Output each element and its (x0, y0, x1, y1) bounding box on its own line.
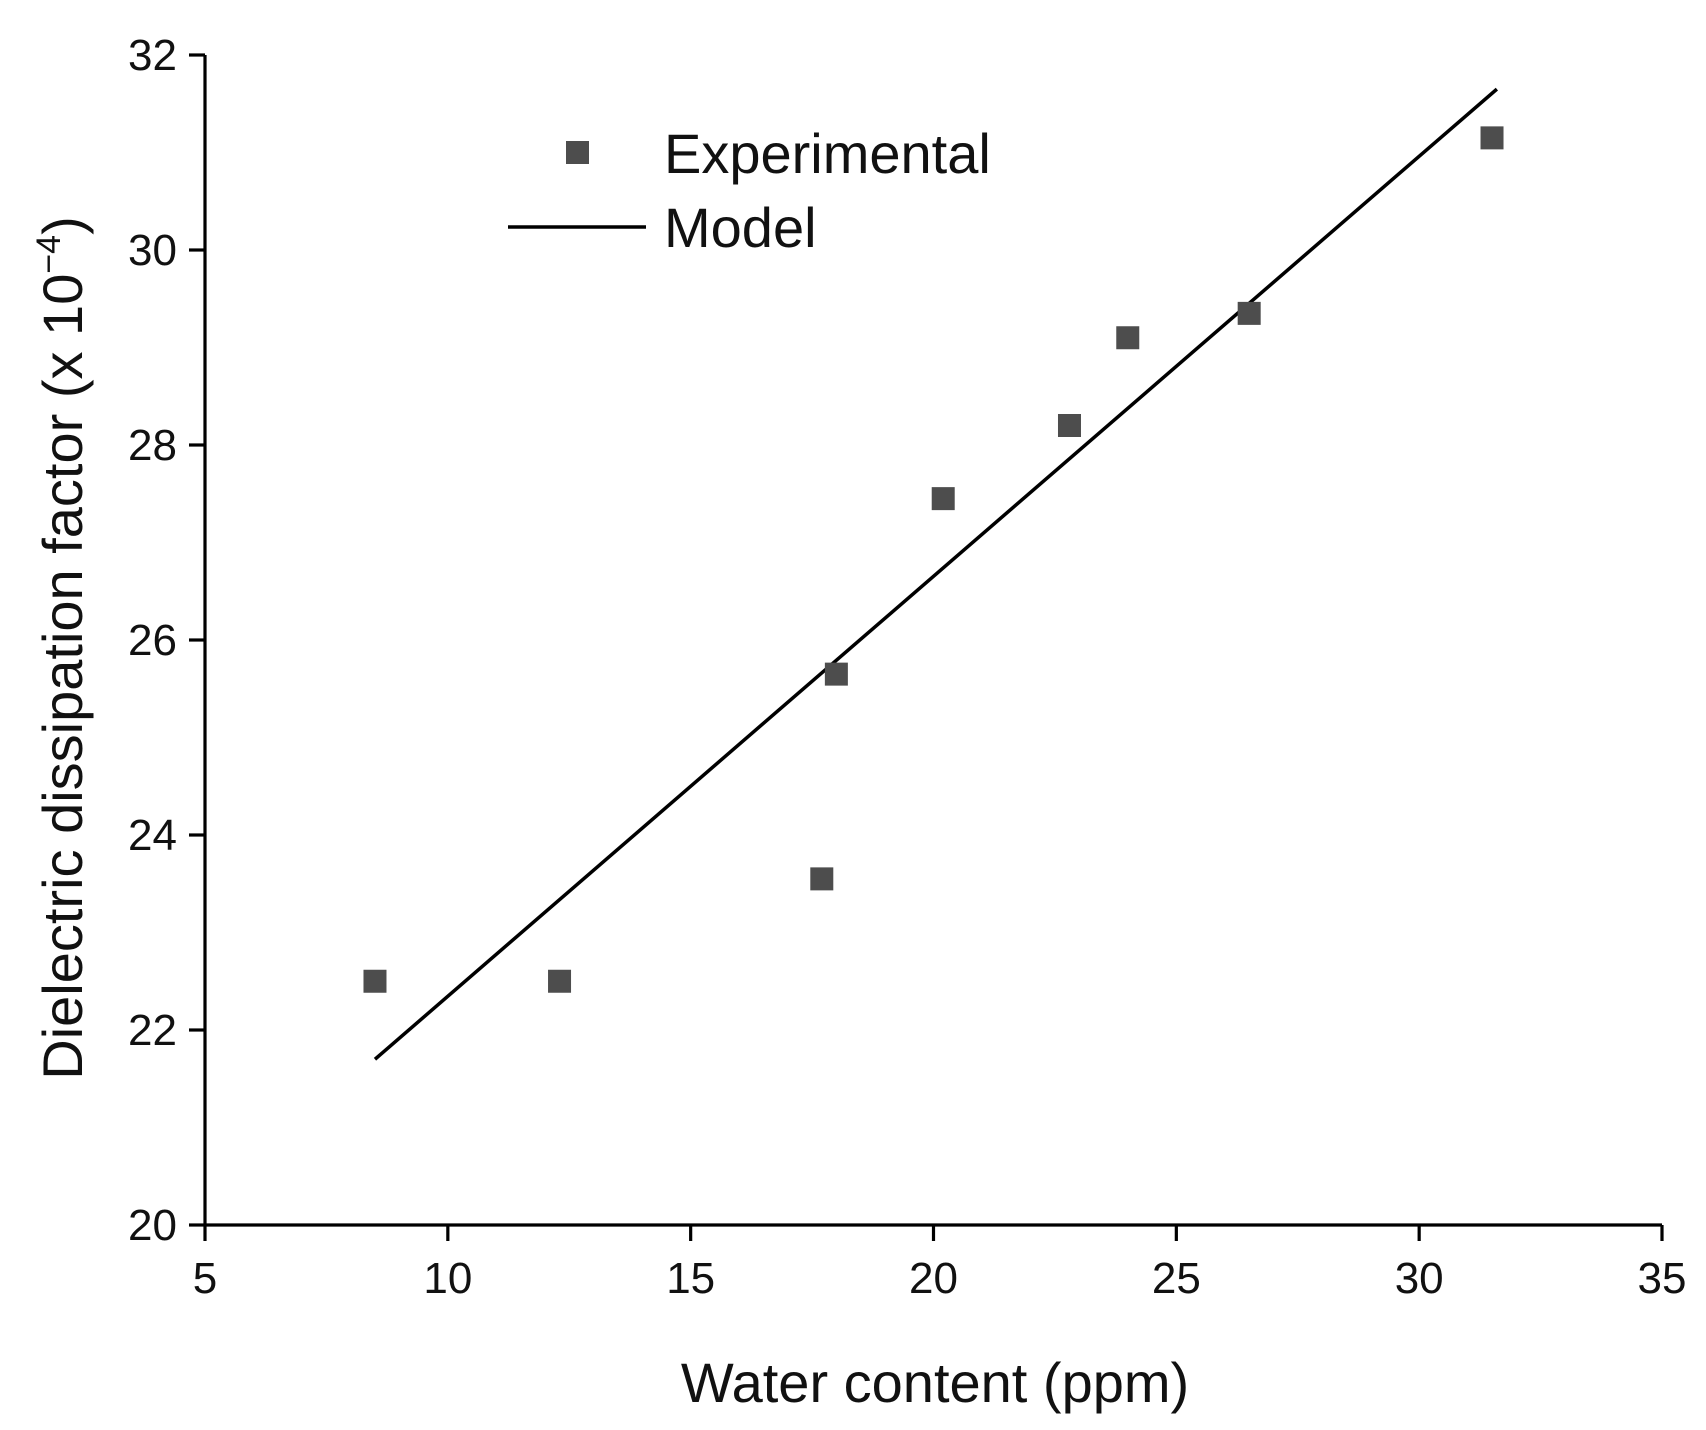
x-tick-label: 20 (909, 1254, 958, 1303)
model-line (373, 87, 1499, 1061)
y-tick-label: 26 (128, 616, 177, 665)
model-series (373, 87, 1499, 1061)
experimental-point (931, 487, 955, 511)
x-tick-label: 10 (423, 1254, 472, 1303)
y-axis-title-exponent: −4 (30, 235, 68, 274)
x-ticks: 5 10 15 20 25 30 35 (193, 1225, 1687, 1303)
experimental-point (1237, 301, 1261, 325)
x-tick-label: 5 (193, 1254, 217, 1303)
y-tick-label: 24 (128, 811, 177, 860)
x-tick-label: 25 (1152, 1254, 1201, 1303)
y-tick-label: 30 (128, 226, 177, 275)
legend-experimental-marker (566, 141, 589, 164)
y-axis-title-main: Dielectric dissipation factor (x 10 (31, 274, 94, 1080)
experimental-point (1057, 414, 1081, 437)
experimental-point (1116, 326, 1140, 350)
x-tick-label: 15 (666, 1254, 715, 1303)
y-axis-title: Dielectric dissipation factor (x 10−4) (30, 216, 94, 1080)
legend-model-label: Model (664, 196, 817, 259)
y-ticks: 20 22 24 26 28 30 32 (128, 31, 205, 1250)
experimental-point (824, 662, 848, 686)
experimental-point (548, 969, 572, 993)
x-tick-label: 35 (1638, 1254, 1687, 1303)
x-tick-label: 30 (1395, 1254, 1444, 1303)
axes (203, 55, 1662, 1227)
y-tick-label: 22 (128, 1006, 177, 1055)
legend: Experimental Model (508, 122, 991, 259)
y-tick-label: 28 (128, 421, 177, 470)
y-tick-label: 20 (128, 1201, 177, 1250)
x-axis-title: Water content (ppm) (681, 1351, 1189, 1414)
experimental-point (810, 867, 834, 891)
legend-experimental-label: Experimental (664, 122, 991, 185)
experimental-point (1480, 126, 1504, 150)
experimental-series (363, 126, 1504, 993)
y-axis-title-close: ) (31, 216, 94, 235)
experimental-point (363, 969, 387, 993)
y-tick-label: 32 (128, 31, 177, 80)
